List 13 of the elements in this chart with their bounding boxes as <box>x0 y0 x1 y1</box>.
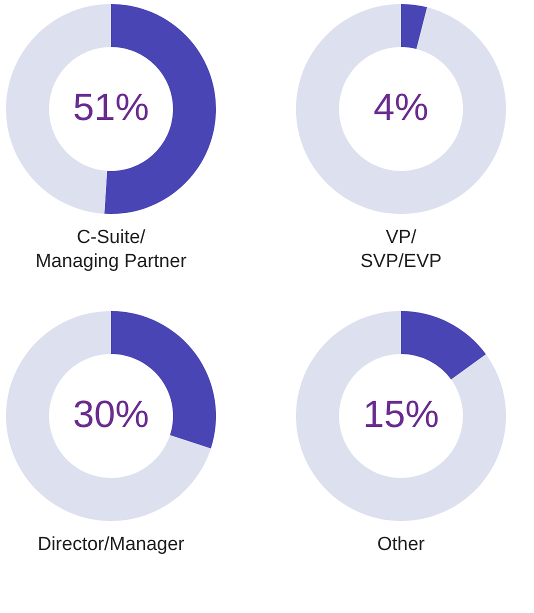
donut-slice <box>296 4 506 214</box>
data-label: 15% <box>362 394 440 436</box>
data-label: 4% <box>374 87 428 129</box>
donut-slice <box>6 311 211 521</box>
data-label: 30% <box>72 394 150 436</box>
text: Other <box>377 534 426 555</box>
donut-slice <box>401 311 486 380</box>
donut-slice <box>296 311 506 521</box>
text: Director/Manager <box>38 534 186 555</box>
text: VP/ SVP/EVP <box>360 227 442 272</box>
text: C-Suite/ Managing Partner <box>35 227 188 272</box>
data-label: 51% <box>72 87 150 129</box>
donut-slice <box>401 4 428 49</box>
